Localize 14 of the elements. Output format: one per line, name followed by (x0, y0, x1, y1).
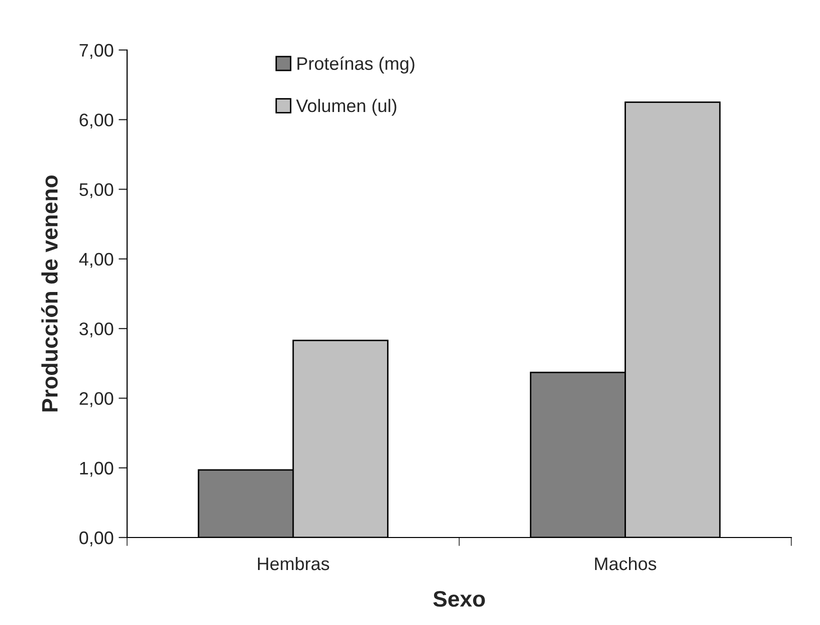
y-tick-label: 3,00 (79, 322, 114, 338)
x-tick-label: Machos (595, 556, 656, 570)
y-tick-label: 4,00 (79, 252, 114, 268)
y-tick-label: 7,00 (80, 44, 114, 59)
y-tick-label: 1,00 (80, 462, 114, 477)
y-tick-label: 0,00 (79, 531, 114, 546)
legend-label: Volumen (ul) (296, 98, 396, 116)
x-tick-label: Hembras (258, 556, 330, 570)
y-tick-label: 5,00 (79, 183, 114, 198)
y-axis-title: Producción de veneno (41, 175, 58, 412)
y-tick-label: 2,00 (80, 392, 114, 408)
x-axis-title: Sexo (433, 591, 485, 607)
y-tick-label: 6,00 (80, 114, 114, 128)
legend-label: Proteínas (mg) (298, 56, 414, 74)
